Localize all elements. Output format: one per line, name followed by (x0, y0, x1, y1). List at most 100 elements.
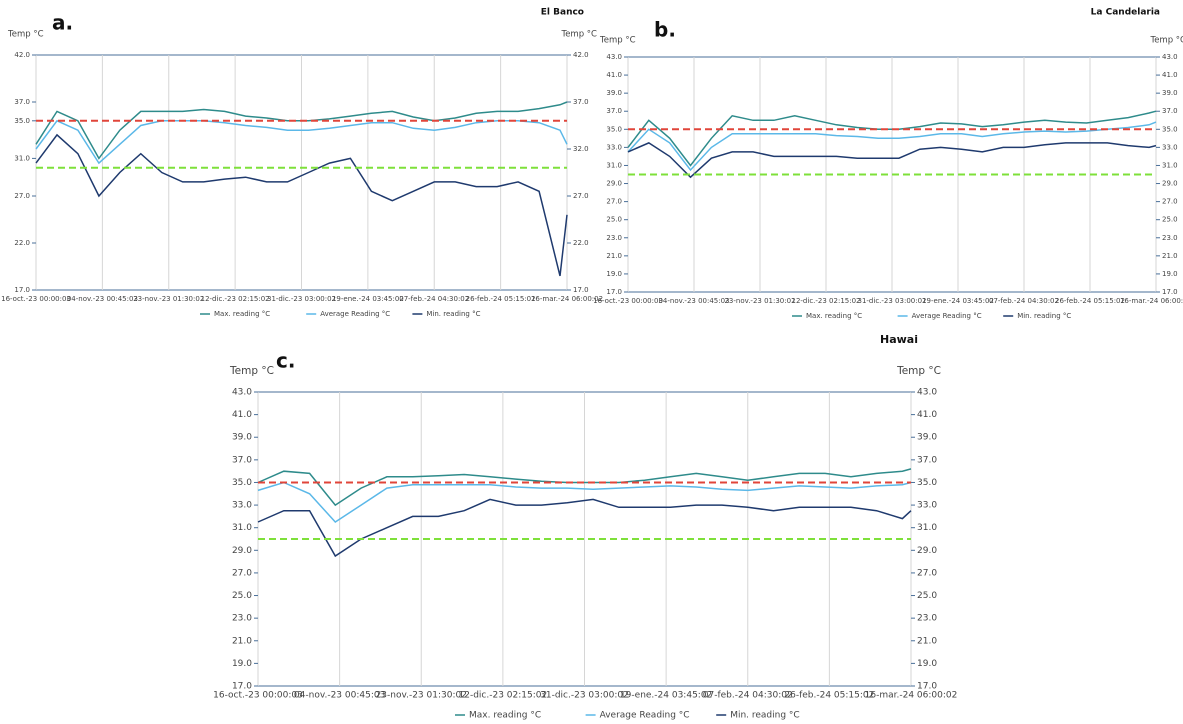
y2-tick-label: 25.0 (917, 591, 937, 601)
y-tick-label: 31.0 (14, 154, 30, 162)
y-tick-label: 33.0 (606, 143, 622, 151)
panel-label: a. (52, 11, 73, 35)
legend-label: Max. reading °C (806, 312, 862, 320)
y2-tick-label: 17.0 (1162, 288, 1178, 296)
legend-label: Min. reading °C (426, 310, 480, 318)
y-tick-label: 31.0 (232, 523, 252, 533)
x-tick-label: 04-nov.-23 00:45:03 (294, 691, 385, 701)
y2-tick-label: 39.0 (917, 433, 937, 443)
y2-axis-label: Temp °C (896, 365, 941, 377)
y-tick-label: 43.0 (232, 388, 252, 398)
x-tick-label: 23-nov.-23 01:30:02 (376, 691, 467, 701)
x-tick-label: 26-feb.-24 05:15:02 (1055, 297, 1125, 305)
legend-label: Average Reading °C (320, 310, 390, 318)
y2-tick-label: 31.0 (917, 523, 937, 533)
y-tick-label: 37.0 (232, 455, 252, 465)
x-tick-label: 12-dic.-23 02:15:02 (459, 691, 548, 701)
y-tick-label: 22.0 (14, 239, 30, 247)
y2-tick-label: 21.0 (917, 636, 937, 646)
y2-tick-label: 42.0 (573, 51, 589, 59)
y-tick-label: 21.0 (232, 636, 252, 646)
y2-tick-label: 23.0 (1162, 234, 1178, 242)
y2-tick-label: 41.0 (1162, 71, 1178, 79)
y-axis-label: Temp °C (599, 36, 636, 46)
y2-tick-label: 35.0 (917, 478, 937, 488)
x-tick-label: 19-ene.-24 03:45:02 (620, 691, 712, 701)
x-tick-label: 16-mar.-24 06:00:02 (531, 295, 603, 303)
y2-tick-label: 39.0 (1162, 89, 1178, 97)
y-axis-label: Temp °C (7, 30, 44, 40)
y-tick-label: 17.0 (606, 288, 622, 296)
x-tick-label: 12-dic.-23 02:15:02 (792, 297, 861, 305)
y2-tick-label: 25.0 (1162, 216, 1178, 224)
y2-tick-label: 19.0 (917, 659, 937, 669)
legend-label: Max. reading °C (214, 310, 270, 318)
y2-tick-label: 27.0 (573, 192, 589, 200)
y2-tick-label: 23.0 (917, 614, 937, 624)
x-tick-label: 16-mar.-24 06:00:02 (865, 691, 958, 701)
y2-axis-label: Temp °C (1149, 36, 1183, 46)
x-tick-label: 31-dic.-23 03:00:02 (858, 297, 927, 305)
y2-tick-label: 37.0 (1162, 107, 1178, 115)
y2-tick-label: 33.0 (1162, 143, 1178, 151)
series-line (35, 101, 568, 160)
panel-label: b. (654, 18, 676, 42)
y-tick-label: 25.0 (232, 591, 252, 601)
y2-tick-label: 37.0 (573, 98, 589, 106)
y-tick-label: 17.0 (232, 682, 252, 692)
y2-tick-label: 33.0 (917, 501, 937, 511)
y2-tick-label: 35.0 (1162, 125, 1178, 133)
y2-tick-label: 21.0 (1162, 252, 1178, 260)
y-tick-label: 37.0 (14, 98, 30, 106)
y-tick-label: 25.0 (606, 216, 622, 224)
x-tick-label: 31-dic.-23 03:00:02 (540, 691, 629, 701)
x-tick-label: 12-dic.-23 02:15:02 (201, 295, 270, 303)
y-tick-label: 33.0 (232, 501, 252, 511)
y-tick-label: 19.0 (606, 270, 622, 278)
y-tick-label: 27.0 (606, 198, 622, 206)
y2-tick-label: 19.0 (1162, 270, 1178, 278)
series-line (257, 498, 912, 558)
y-tick-label: 27.0 (14, 192, 30, 200)
legend-label: Min. reading °C (1017, 312, 1071, 320)
x-tick-label: 04-nov.-23 00:45:03 (658, 297, 729, 305)
y-tick-label: 41.0 (606, 71, 622, 79)
y2-tick-label: 29.0 (1162, 180, 1178, 188)
y2-tick-label: 41.0 (917, 410, 937, 420)
chart-title: El Banco (541, 8, 584, 18)
series-line (257, 481, 912, 523)
y2-tick-label: 37.0 (917, 455, 937, 465)
y-tick-label: 29.0 (606, 180, 622, 188)
y2-tick-label: 31.0 (1162, 161, 1178, 169)
x-tick-label: 23-nov.-23 01:30:02 (724, 297, 795, 305)
y-tick-label: 39.0 (232, 433, 252, 443)
x-tick-label: 07-feb.-24 04:30:02 (989, 297, 1059, 305)
y-tick-label: 39.0 (606, 89, 622, 97)
y-tick-label: 19.0 (232, 659, 252, 669)
series-line (35, 133, 568, 277)
series-line (627, 142, 1157, 179)
legend-label: Average Reading °C (600, 711, 690, 721)
chart-title: La Candelaria (1091, 8, 1160, 18)
x-tick-label: 07-feb.-24 04:30:02 (703, 691, 793, 701)
y-tick-label: 17.0 (14, 286, 30, 294)
y-tick-label: 29.0 (232, 546, 252, 556)
series-line (627, 121, 1157, 172)
x-tick-label: 26-feb.-24 05:15:02 (784, 691, 874, 701)
chart-title: Hawai (880, 333, 918, 346)
y-axis-label: Temp °C (229, 365, 274, 377)
y2-tick-label: 43.0 (1162, 53, 1178, 61)
x-tick-label: 16-mar.-24 06:00:02 (1120, 297, 1183, 305)
y-tick-label: 21.0 (606, 252, 622, 260)
y-tick-label: 27.0 (232, 568, 252, 578)
y2-tick-label: 27.0 (917, 568, 937, 578)
y2-tick-label: 29.0 (917, 546, 937, 556)
y2-tick-label: 27.0 (1162, 198, 1178, 206)
x-tick-label: 07-feb.-24 04:30:02 (399, 295, 469, 303)
y2-tick-label: 43.0 (917, 388, 937, 398)
x-tick-label: 16-oct.-23 00:00:03 (213, 691, 303, 701)
x-tick-label: 23-nov.-23 01:30:02 (133, 295, 204, 303)
y2-axis-label: Temp °C (560, 30, 597, 40)
